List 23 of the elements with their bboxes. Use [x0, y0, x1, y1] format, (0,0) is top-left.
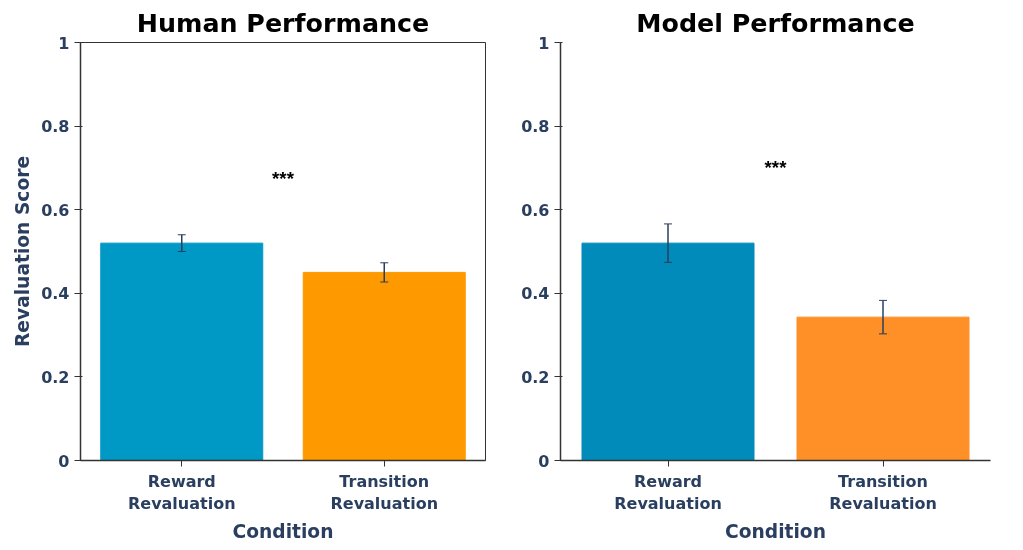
x-tick-label: Reward Revaluation [127, 471, 236, 514]
x-tick-label: Transition Revaluation [330, 471, 439, 514]
y-tick-label: 0 [58, 451, 70, 471]
y-tick-label: 0.2 [521, 367, 550, 387]
x-tick-label: Transition Revaluation [829, 471, 937, 514]
y-tick-label: 1 [538, 33, 550, 53]
y-axis-title: Revaluation Score [12, 155, 34, 348]
y-tick-label: 0.8 [521, 117, 550, 137]
chart-title: Human Performance [136, 7, 430, 38]
annotation: *** [272, 167, 295, 189]
y-tick-label: 0.6 [41, 200, 70, 220]
y-tick-label: 0 [538, 451, 550, 471]
y-tick-label: 0.8 [41, 117, 70, 137]
y-tick-label: 0.6 [521, 200, 550, 220]
y-tick-label: 0.4 [41, 284, 70, 304]
annotation: *** [764, 156, 788, 178]
x-tick-label: Reward Revaluation [614, 471, 722, 514]
y-tick-label: 0.4 [521, 284, 550, 304]
x-axis-title: Condition [232, 521, 334, 543]
y-tick-label: 0.2 [41, 367, 70, 387]
y-tick-label: 1 [58, 33, 70, 53]
x-axis-title: Condition [725, 521, 826, 543]
chart-title: Model Performance [636, 7, 915, 38]
